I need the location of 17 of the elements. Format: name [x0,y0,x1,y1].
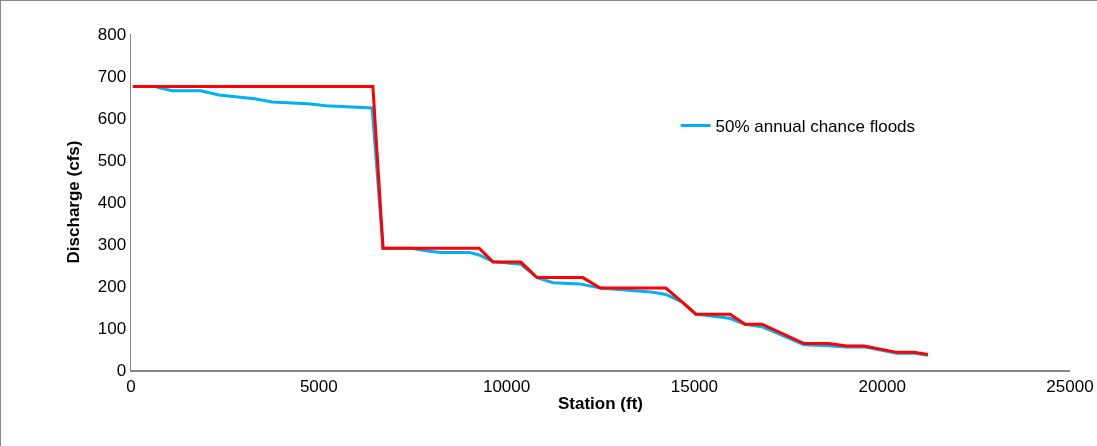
y-tick-label: 500 [97,150,127,170]
x-tick-label: 25000 [1046,376,1094,396]
x-tick-label: 10000 [482,376,531,396]
y-tick-label: 300 [97,234,127,254]
x-tick-label: 5000 [299,376,338,396]
x-tick-label: 20000 [858,376,906,396]
legend-label: 50% annual chance floods [715,117,916,137]
x-axis-title: Station (ft) [558,394,643,414]
y-tick-label: 400 [97,192,127,212]
x-tick-label: 15000 [670,376,719,396]
y-tick-label: 0 [116,360,127,380]
y-axis-title: Discharge (cfs) [63,140,83,264]
y-tick-label: 200 [97,276,127,296]
y-tick-label: 100 [97,318,127,338]
y-tick-label: 600 [97,108,127,128]
y-tick-label: 800 [97,24,127,44]
y-tick-label: 700 [97,66,127,86]
